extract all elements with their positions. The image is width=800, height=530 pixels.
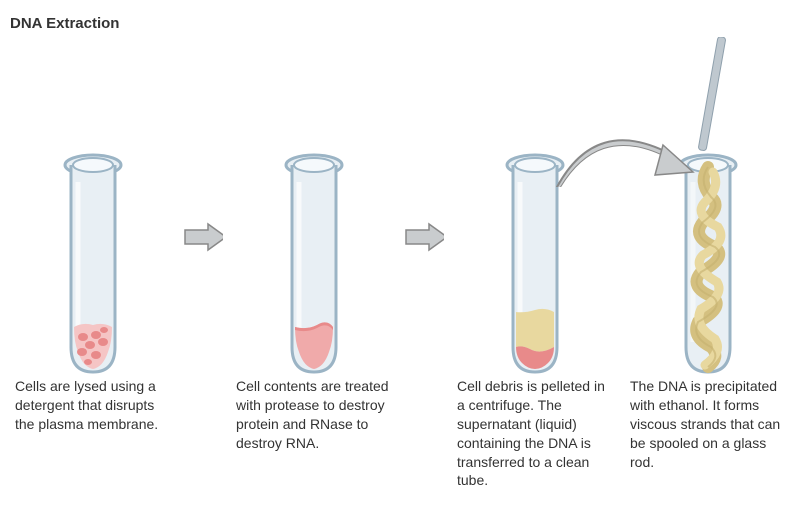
tube-holder-4 xyxy=(663,37,753,377)
arrow-right-icon xyxy=(183,222,223,252)
test-tube-2 xyxy=(279,147,349,377)
step-1-text: Cells are lysed using a detergent that d… xyxy=(10,377,175,434)
diagram-container: Cells are lysed using a detergent that d… xyxy=(10,37,790,517)
tube-holder-2 xyxy=(279,37,349,377)
step-2-text: Cell contents are treated with protease … xyxy=(231,377,396,453)
test-tube-4 xyxy=(663,37,753,377)
arrow-right-icon xyxy=(404,222,444,252)
arrow-1-holder xyxy=(183,37,223,377)
step-3-text: Cell debris is pelleted in a centrifuge.… xyxy=(452,377,617,490)
arrow-2-holder xyxy=(404,37,444,377)
diagram-title: DNA Extraction xyxy=(10,15,790,32)
step-4-text: The DNA is precipitated with ethanol. It… xyxy=(625,377,790,471)
step-1: Cells are lysed using a detergent that d… xyxy=(10,37,175,434)
step-2: Cell contents are treated with protease … xyxy=(231,37,396,453)
tube-holder-1 xyxy=(58,37,128,377)
curved-arrow-icon xyxy=(545,97,705,187)
test-tube-1 xyxy=(58,147,128,377)
tube-holder-3 xyxy=(500,37,570,377)
